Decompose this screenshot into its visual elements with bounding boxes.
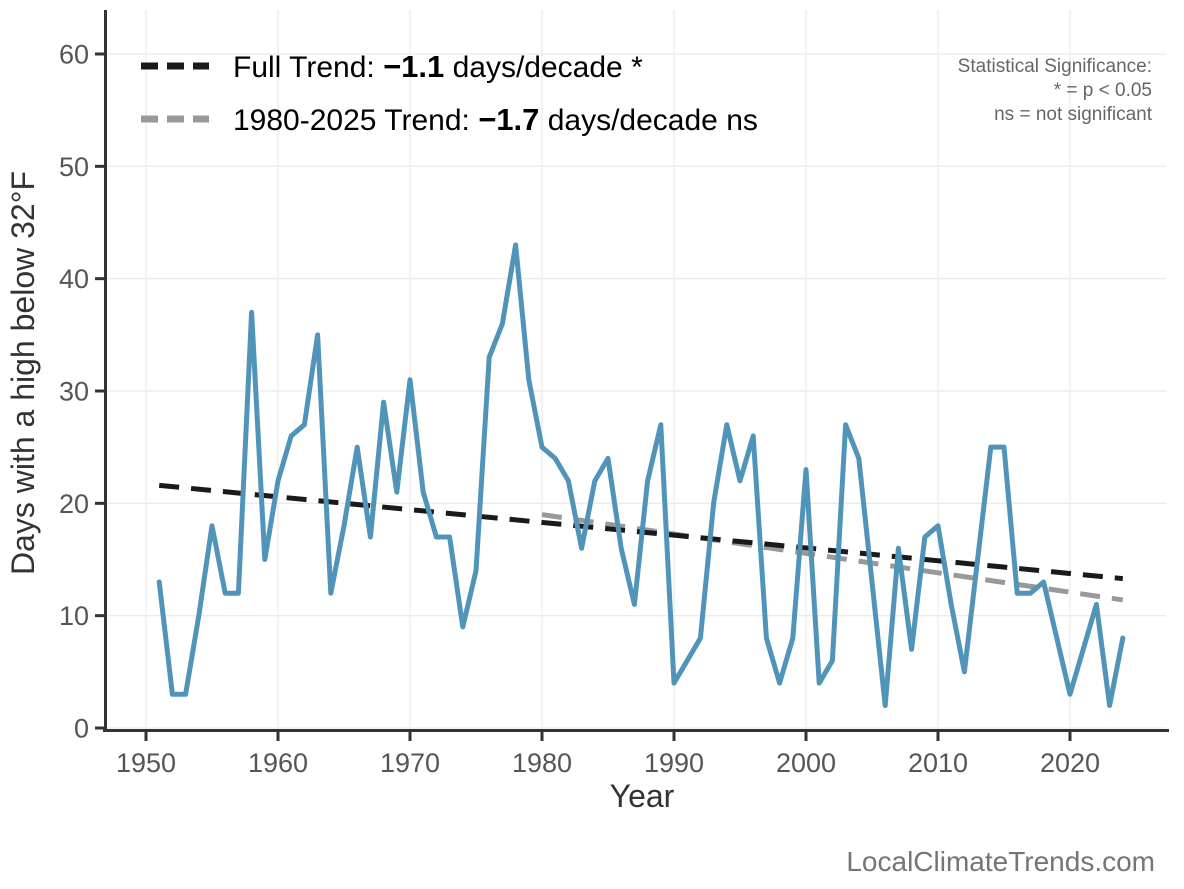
legend: Full Trend: −1.1 days/decade * 1980-2025…: [141, 49, 758, 137]
y-tick-label: 30: [59, 377, 89, 407]
x-tick-label: 1960: [248, 748, 308, 778]
x-tick-label: 1950: [116, 748, 176, 778]
y-tick-label: 40: [59, 264, 89, 294]
x-tick-label: 1970: [380, 748, 440, 778]
significance-note-star: * = p < 0.05: [1054, 80, 1152, 101]
y-tick-label: 50: [59, 152, 89, 182]
y-tick-label: 10: [59, 601, 89, 631]
x-tick-label: 1980: [512, 748, 572, 778]
legend-label-recent-trend: 1980-2025 Trend: −1.7 days/decade ns: [233, 102, 758, 137]
x-tick-label: 2000: [776, 748, 836, 778]
watermark: LocalClimateTrends.com: [846, 846, 1155, 877]
data-series: [156, 242, 1126, 709]
significance-note-ns: ns = not significant: [994, 104, 1153, 125]
axes: [95, 10, 1169, 741]
x-tick-label: 2020: [1040, 748, 1100, 778]
x-axis-label: Year: [610, 778, 675, 814]
significance-note-title: Statistical Significance:: [958, 56, 1152, 77]
trend-line: [541, 512, 1124, 603]
tick-labels: 1950 1960 1970 1980 1990 2000 2010 2020 0 10 20 30 4…: [59, 40, 1100, 778]
y-tick-label: 60: [59, 40, 89, 70]
gridlines: [106, 10, 1166, 729]
significance-note: Statistical Significance: * = p < 0.05 n…: [958, 56, 1153, 125]
x-tick-label: 1990: [644, 748, 704, 778]
y-tick-label: 20: [59, 489, 89, 519]
legend-label-full-trend: Full Trend: −1.1 days/decade *: [233, 49, 643, 84]
x-tick-label: 2010: [908, 748, 968, 778]
y-tick-label: 0: [74, 714, 89, 744]
y-axis-label: Days with a high below 32°F: [5, 171, 41, 575]
series-line: [156, 242, 1126, 709]
